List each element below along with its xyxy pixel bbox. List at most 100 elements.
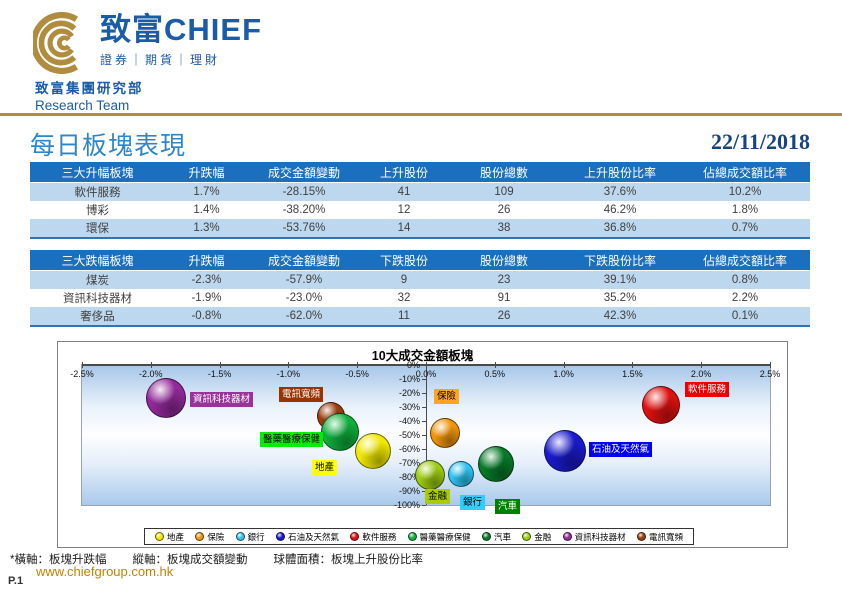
cell: 資訊科技器材	[63, 293, 132, 305]
page-title: 每日板塊表現	[30, 132, 187, 160]
chart-bubble-label: 金融	[425, 489, 451, 504]
cell: 35.2%	[603, 292, 637, 304]
brand-tagline: 證券｜期貨｜理財	[100, 53, 221, 67]
legend-item: 資訊科技器材	[562, 531, 626, 543]
cell: 煤炭	[30, 270, 165, 289]
cell: -53.76%	[248, 219, 360, 238]
y-axis-tick	[422, 449, 426, 450]
y-tick-label: -50%	[398, 430, 420, 440]
col-header: 股份總數	[448, 250, 560, 271]
cell: 0.8%	[680, 270, 810, 289]
x-axis-tick	[82, 362, 83, 368]
y-tick-label: -30%	[398, 402, 420, 412]
y-tick-label: -10%	[398, 374, 420, 384]
y-tick-label: -90%	[398, 486, 420, 496]
cell: 軟件服務	[30, 182, 165, 201]
cell: 1.3%	[165, 219, 248, 238]
legend-marker-icon	[275, 532, 285, 541]
table-row: 博彩 1.4% -38.20% 12 26 46.2% 1.8%	[30, 201, 810, 219]
cell: 46.2%	[603, 204, 637, 216]
cell: 42.3%	[560, 307, 680, 326]
chart-bubble	[477, 446, 514, 482]
chart-bubble	[145, 378, 186, 419]
cell: 1.8%	[731, 204, 759, 216]
col-header: 下跌股份比率	[560, 250, 680, 271]
legend-item: 醫藥醫療保健	[407, 531, 471, 543]
legend-label: 金融	[534, 531, 552, 542]
col-header: 三大升幅板塊	[30, 162, 165, 183]
col-header: 下跌股份	[360, 250, 448, 271]
top-gainers-table: 三大升幅板塊 升跌幅 成交金額變動 上升股份 股份總數 上升股份比率 佔總成交額…	[30, 162, 810, 239]
x-tick-label: 0.5%	[484, 369, 506, 379]
cell: -0.8%	[165, 307, 248, 326]
cell: 39.1%	[560, 270, 680, 289]
legend-label: 石油及天然氣	[287, 531, 339, 542]
table-row: 煤炭 -2.3% -57.9% 9 23 39.1% 0.8%	[30, 270, 810, 289]
x-axis-tick	[288, 362, 290, 368]
col-header: 股份總數	[448, 162, 560, 183]
legend-marker-icon	[235, 532, 245, 541]
col-header: 成交金額變動	[248, 162, 360, 183]
cell: 奢侈品	[30, 307, 165, 326]
x-tick-label: -2.5%	[70, 369, 94, 379]
table-row: 軟件服務 1.7% -28.15% 41 109 37.6% 10.2%	[30, 182, 810, 201]
cell: 23	[448, 270, 560, 289]
y-axis-tick	[422, 393, 426, 394]
y-tick-label: -100%	[393, 500, 420, 510]
legend-marker-icon	[522, 532, 532, 541]
bubble-chart: 10大成交金額板塊 -2.5% -2.0% -1.5% -1.0% -0.5% 0.0% 0…	[57, 341, 788, 548]
legend-item: 電訊寬頻	[636, 531, 683, 543]
chief-logo-icon	[33, 12, 79, 74]
cell: -62.0%	[248, 307, 360, 326]
col-header: 佔總成交額比率	[680, 250, 810, 271]
cell: -23.0%	[285, 292, 323, 304]
legend-label: 保險	[207, 531, 225, 542]
legend-item: 保險	[195, 531, 224, 543]
chart-title: 10大成交金額板塊	[371, 349, 474, 363]
legend-label: 醫藥醫療保健	[419, 531, 471, 542]
x-tick-label: -1.0%	[276, 369, 301, 379]
top-losers-table: 三大跌幅板塊 升跌幅 成交金額變動 下跌股份 股份總數 下跌股份比率 佔總成交額…	[30, 250, 810, 327]
y-tick-label: -80%	[398, 472, 420, 482]
chart-bubble-label: 軟件服務	[685, 382, 730, 397]
x-axis-tick	[357, 362, 359, 368]
x-tick-label: 1.5%	[622, 369, 643, 379]
y-tick-label: -70%	[398, 458, 420, 468]
y-axis-tick	[422, 435, 426, 436]
cell: 91	[497, 292, 511, 304]
cell: 2.2%	[731, 292, 759, 304]
table-header-row: 三大跌幅板塊 升跌幅 成交金額變動 下跌股份 股份總數 下跌股份比率 佔總成交額…	[30, 250, 810, 271]
col-header: 升跌幅	[165, 162, 248, 183]
chart-bubble	[414, 460, 445, 491]
report-date: 22/11/2018	[710, 129, 810, 154]
chart-bubble-label: 資訊科技器材	[190, 392, 254, 407]
chart-bubble	[321, 412, 360, 451]
x-axis-tick	[494, 362, 496, 368]
col-header: 三大跌幅板塊	[30, 250, 165, 271]
y-tick-label: -40%	[398, 416, 420, 426]
table-header-row: 三大升幅板塊 升跌幅 成交金額變動 上升股份 股份總數 上升股份比率 佔總成交額…	[30, 162, 810, 183]
cell: 12	[397, 204, 411, 216]
legend-marker-icon	[481, 532, 491, 541]
y-tick-label: 0%	[406, 360, 420, 370]
x-tick-label: 2.5%	[759, 369, 781, 379]
x-tick-label: -2.0%	[139, 369, 163, 379]
chart-bubble-label: 汽車	[495, 499, 521, 514]
cell: 14	[360, 219, 448, 238]
table-row: 環保 1.3% -53.76% 14 38 36.8% 0.7%	[30, 219, 810, 238]
y-axis-tick	[422, 491, 426, 492]
cell: 32	[397, 292, 411, 304]
col-header: 上升股份	[360, 162, 448, 183]
legend-item: 汽車	[481, 531, 511, 543]
cell: 41	[360, 182, 448, 201]
chart-bubble	[448, 460, 475, 487]
chart-bubble	[355, 433, 392, 470]
team-name-en: Research Team	[35, 98, 130, 113]
legend-label: 電訊寬頻	[648, 531, 683, 542]
website-link[interactable]: www.chiefgroup.com.hk	[36, 564, 174, 579]
page-number: P.1	[8, 575, 24, 587]
chart-plot-area: -2.5% -2.0% -1.5% -1.0% -0.5% 0.0% 0.5% 1.0% 1.5…	[70, 360, 780, 514]
cell: 26	[448, 307, 560, 326]
col-header: 佔總成交額比率	[680, 162, 810, 183]
x-axis-tick	[150, 362, 152, 368]
